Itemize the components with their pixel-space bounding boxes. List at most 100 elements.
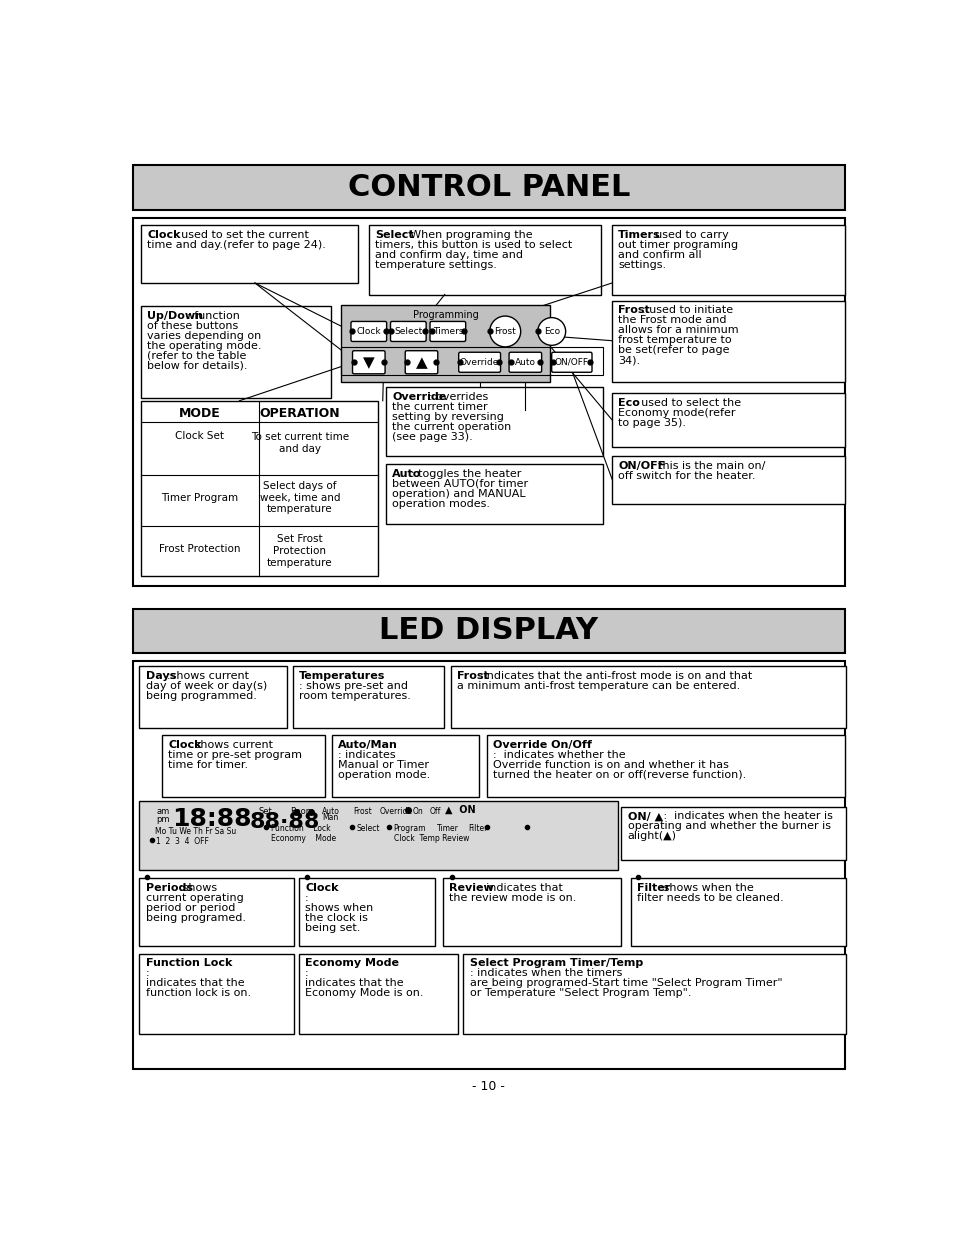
Text: CONTROL PANEL: CONTROL PANEL [348,173,629,203]
Text: time for timer.: time for timer. [168,760,248,769]
Text: Mo Tu We Th Fr Sa Su: Mo Tu We Th Fr Sa Su [154,827,236,836]
Text: Function    Lock: Function Lock [271,824,331,834]
Text: indicates that the: indicates that the [305,978,403,988]
Text: :shows current: :shows current [192,740,274,750]
Text: current operating: current operating [146,893,243,903]
Text: :: : [305,968,309,978]
Text: room temperatures.: room temperatures. [298,692,411,701]
Bar [385,387,602,456]
Bar [612,225,843,294]
Text: 18:88: 18:88 [172,806,252,831]
FancyBboxPatch shape [353,351,385,374]
Text: indicates that the: indicates that the [146,978,244,988]
Text: ON/ ▲: ON/ ▲ [627,811,662,821]
Text: :  indicates when the heater is: : indicates when the heater is [659,811,832,821]
Text: : used to carry: : used to carry [647,230,728,240]
Text: Auto/Man: Auto/Man [337,740,397,750]
Bar [133,609,843,653]
Text: off switch for the heater.: off switch for the heater. [618,471,755,480]
Text: being programed.: being programed. [146,913,245,923]
Text: filter needs to be cleaned.: filter needs to be cleaned. [637,893,782,903]
Text: Filter: Filter [468,824,487,834]
Text: : overrides: : overrides [429,391,488,401]
Bar [133,165,843,210]
Text: Clock: Clock [305,883,338,893]
Text: Programming: Programming [413,310,477,320]
Text: : indicates when the timers: : indicates when the timers [469,968,621,978]
FancyBboxPatch shape [458,352,500,372]
Text: (refer to the table: (refer to the table [147,351,246,361]
Bar [298,878,435,946]
Text: Timers: Timers [432,327,462,336]
Text: : used to initiate: : used to initiate [641,305,732,315]
Text: Auto: Auto [515,358,536,367]
Text: : used to set the current: : used to set the current [174,230,309,240]
Bar [141,306,331,399]
Bar [133,661,843,1070]
Text: Temperatures: Temperatures [298,671,385,680]
Text: Eco: Eco [618,398,639,408]
Text: Auto: Auto [322,806,340,815]
Text: Function Lock: Function Lock [146,958,232,968]
Bar [612,393,843,447]
Text: LED DISPLAY: LED DISPLAY [379,616,598,646]
Text: Economy Mode is on.: Economy Mode is on. [305,988,423,998]
Text: : shows pre-set and: : shows pre-set and [298,680,408,692]
Bar [486,735,843,797]
Text: 1  2  3  4  OFF: 1 2 3 4 OFF [156,836,209,846]
Text: : function: : function [187,311,240,321]
Text: : indicates that: : indicates that [478,883,562,893]
FancyBboxPatch shape [509,352,541,372]
Bar [620,806,845,861]
Text: Economy    Mode: Economy Mode [271,835,335,844]
Bar [139,953,294,1035]
Text: or Temperature "Select Program Temp".: or Temperature "Select Program Temp". [469,988,690,998]
Text: Set Frost
Protection
temperature: Set Frost Protection temperature [267,535,333,568]
Text: ▼: ▼ [362,354,375,369]
Text: Override: Override [379,806,413,815]
Bar [139,667,286,727]
Text: Frost Protection: Frost Protection [159,543,240,553]
Circle shape [489,316,520,347]
Text: settings.: settings. [618,259,666,270]
Text: operating and whether the burner is: operating and whether the burner is [627,821,830,831]
Text: Days: Days [146,671,175,680]
Bar [293,667,443,727]
Text: Economy mode(refer: Economy mode(refer [618,408,735,417]
Text: allows for a minimum: allows for a minimum [618,325,739,335]
Text: 34).: 34). [618,356,639,366]
Text: being set.: being set. [305,923,360,932]
Bar [612,456,843,504]
Text: Off: Off [429,806,440,815]
Text: varies depending on: varies depending on [147,331,261,341]
Text: Clock  Temp Review: Clock Temp Review [394,835,469,844]
FancyBboxPatch shape [405,351,437,374]
Text: temperature settings.: temperature settings. [375,259,497,270]
Text: the operating mode.: the operating mode. [147,341,261,351]
Text: being programmed.: being programmed. [146,692,256,701]
Bar [385,464,602,524]
Text: the current timer: the current timer [392,401,487,411]
Text: the current operation: the current operation [392,421,511,431]
Text: :shows: :shows [179,883,217,893]
Text: be set(refer to page: be set(refer to page [618,346,729,356]
Bar [162,735,324,797]
Text: Manual or Timer: Manual or Timer [337,760,428,769]
Text: Select: Select [356,824,379,834]
Text: Frost: Frost [456,671,488,680]
Text: operation modes.: operation modes. [392,499,490,509]
Text: Timer Program: Timer Program [161,493,238,503]
Text: :shows current: :shows current [167,671,249,680]
Text: :: : [146,968,149,978]
Text: Clock Set: Clock Set [175,431,224,441]
Text: period or period: period or period [146,903,234,913]
Bar [451,667,845,727]
Bar [463,953,845,1035]
Bar [369,225,600,294]
Text: On: On [412,806,422,815]
Text: shows when: shows when [305,903,374,913]
Text: Up/Down: Up/Down [147,311,203,321]
Bar [141,401,377,577]
Text: out timer programing: out timer programing [618,240,738,249]
Text: MODE: MODE [179,406,220,420]
